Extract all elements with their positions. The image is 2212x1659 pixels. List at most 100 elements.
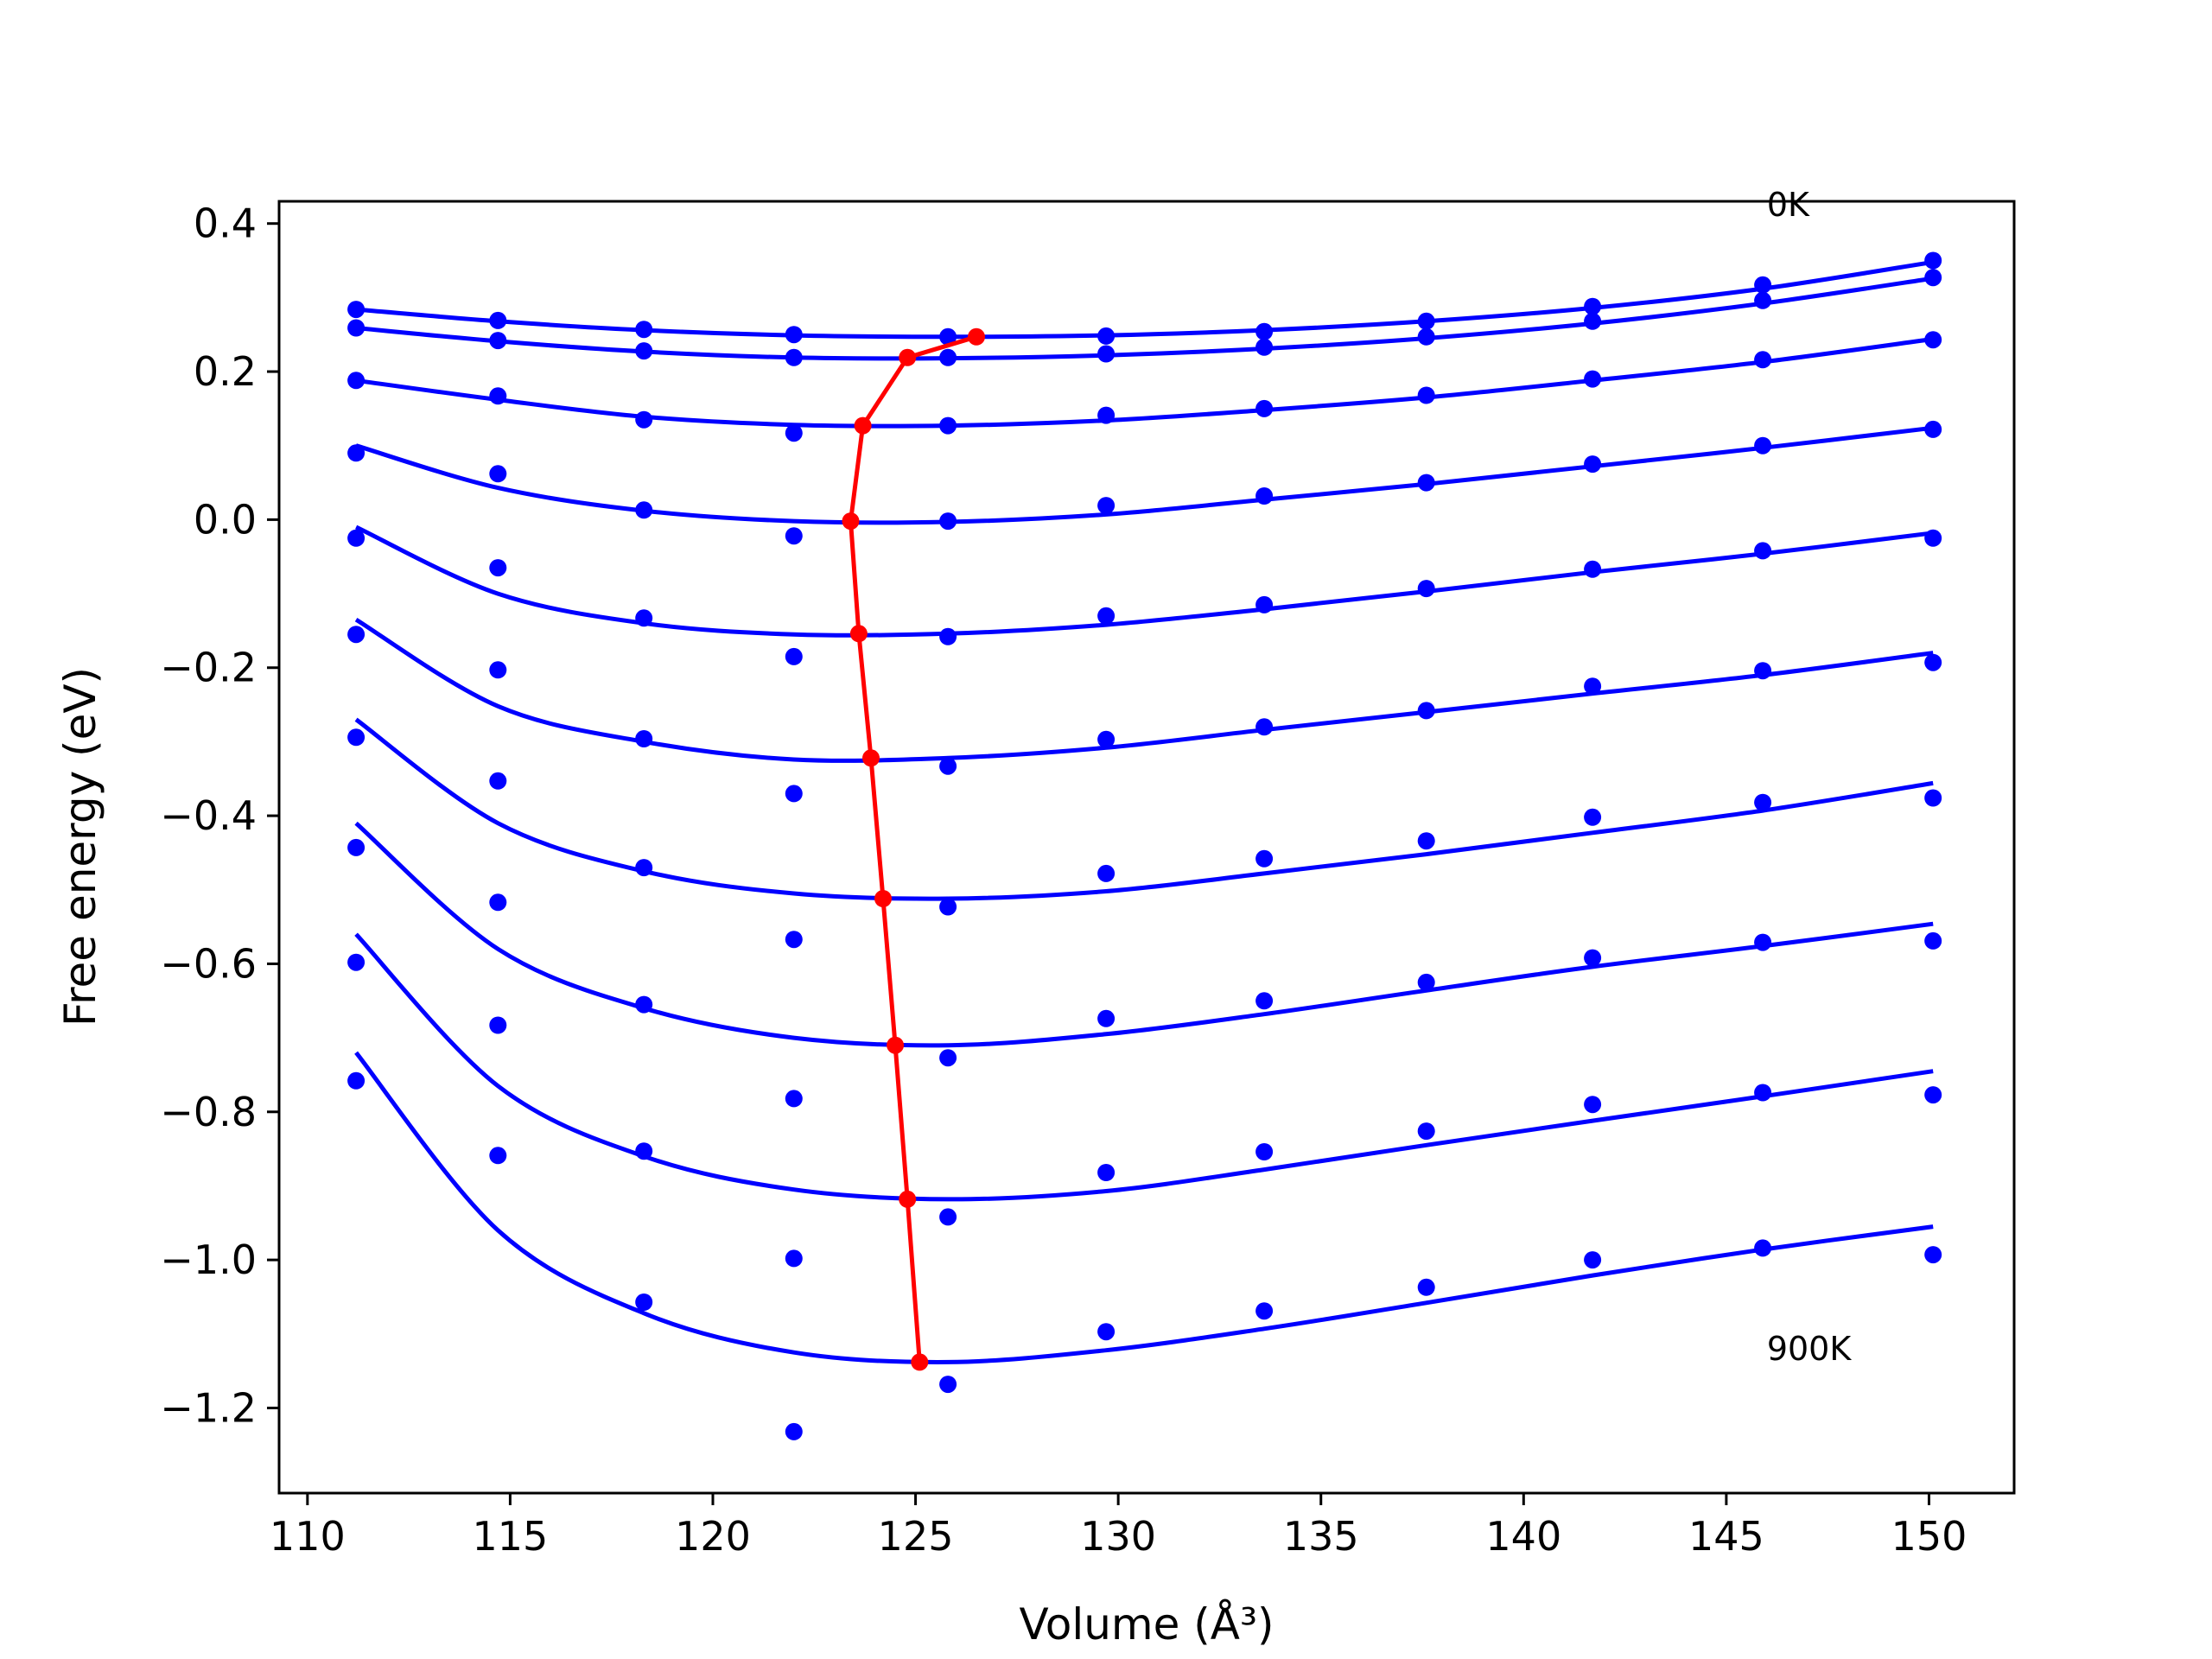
- data-point: [1924, 420, 1942, 438]
- data-point: [1924, 931, 1942, 950]
- data-point: [347, 626, 365, 644]
- y-tick-label: 0.0: [194, 496, 257, 543]
- data-point: [1754, 351, 1772, 369]
- data-point: [1754, 276, 1772, 294]
- data-point: [489, 893, 507, 912]
- data-point: [1255, 1302, 1274, 1320]
- minimum-point: [862, 749, 880, 767]
- data-point: [1754, 542, 1772, 560]
- fit-curve: [354, 717, 1934, 901]
- minimum-point: [887, 1036, 905, 1054]
- x-tick-label: 125: [878, 1513, 954, 1560]
- data-point: [939, 898, 957, 916]
- data-point: [1924, 269, 1942, 287]
- data-point: [1417, 1122, 1435, 1141]
- data-point: [1417, 327, 1435, 346]
- x-axis-label: Volume (Å³): [1019, 1599, 1274, 1649]
- minimum-path-layer: [842, 327, 985, 1371]
- data-point: [785, 647, 803, 665]
- data-point: [939, 327, 957, 346]
- minimum-point: [911, 1353, 929, 1371]
- data-point: [1417, 386, 1435, 404]
- data-point: [785, 931, 803, 949]
- data-point: [785, 527, 803, 545]
- data-point: [1417, 973, 1435, 991]
- data-point: [635, 609, 653, 627]
- data-point: [785, 424, 803, 442]
- data-point: [489, 311, 507, 329]
- data-point: [1255, 487, 1274, 505]
- data-point: [1097, 345, 1116, 363]
- plot-frame: [277, 200, 2016, 1495]
- x-tick-label: 110: [270, 1513, 346, 1560]
- minimum-path-line: [848, 334, 977, 1363]
- data-point: [939, 1208, 957, 1226]
- data-point: [635, 1142, 653, 1160]
- data-point: [939, 1376, 957, 1394]
- data-point: [939, 757, 957, 775]
- data-point: [1924, 529, 1942, 547]
- data-point: [1255, 595, 1274, 613]
- y-tick-label: −1.0: [160, 1236, 257, 1283]
- data-point: [785, 326, 803, 344]
- data-point: [635, 730, 653, 747]
- data-point: [939, 416, 957, 435]
- data-point: [1924, 251, 1942, 270]
- data-point: [785, 1090, 803, 1108]
- data-point: [1417, 580, 1435, 598]
- data-point: [1097, 1164, 1116, 1181]
- data-point: [1924, 1086, 1942, 1104]
- curve-annotation: 0K: [1767, 186, 1810, 224]
- series-3: [347, 420, 1942, 545]
- data-point: [347, 529, 365, 547]
- data-point: [939, 348, 957, 366]
- data-point: [1417, 832, 1435, 850]
- x-tick-label: 145: [1688, 1513, 1764, 1560]
- y-tick-label: −1.2: [160, 1384, 257, 1431]
- data-point: [489, 332, 507, 350]
- data-point: [1924, 331, 1942, 349]
- data-point: [347, 319, 365, 337]
- data-point: [1097, 1323, 1116, 1341]
- data-point: [347, 953, 365, 971]
- data-point: [1417, 474, 1435, 492]
- series-9: [347, 1051, 1942, 1440]
- data-point: [635, 321, 653, 339]
- data-point: [347, 728, 365, 747]
- data-point: [1754, 1084, 1772, 1102]
- data-point: [785, 1249, 803, 1268]
- minimum-point: [899, 348, 917, 366]
- data-point: [939, 627, 957, 645]
- x-axis: 110 115 120 125 130 135 140 145 150: [270, 1493, 1967, 1560]
- series-layer: [347, 251, 1942, 1440]
- y-tick-label: −0.6: [160, 940, 257, 987]
- fit-curve: [355, 524, 1934, 638]
- data-point: [1584, 312, 1602, 330]
- y-tick-label: −0.8: [160, 1089, 257, 1135]
- data-point: [1097, 1009, 1116, 1027]
- data-point: [489, 465, 507, 483]
- x-tick-label: 140: [1485, 1513, 1561, 1560]
- data-point: [635, 501, 653, 519]
- data-point: [1097, 864, 1116, 882]
- fit-curve: [354, 821, 1934, 1048]
- data-point: [1924, 789, 1942, 807]
- data-point: [1584, 370, 1602, 388]
- series-2: [347, 331, 1942, 442]
- data-point: [1754, 436, 1772, 454]
- data-point: [347, 838, 365, 856]
- x-tick-label: 130: [1080, 1513, 1156, 1560]
- data-point: [1754, 291, 1772, 309]
- data-point: [489, 1147, 507, 1165]
- data-point: [939, 1049, 957, 1067]
- data-point: [635, 410, 653, 429]
- minimum-point: [874, 890, 892, 907]
- data-point: [1754, 662, 1772, 680]
- data-point: [1097, 327, 1116, 345]
- data-point: [635, 995, 653, 1014]
- fit-curve: [354, 1051, 1934, 1364]
- data-point: [1255, 992, 1274, 1010]
- data-point: [1924, 1246, 1942, 1264]
- data-point: [347, 372, 365, 390]
